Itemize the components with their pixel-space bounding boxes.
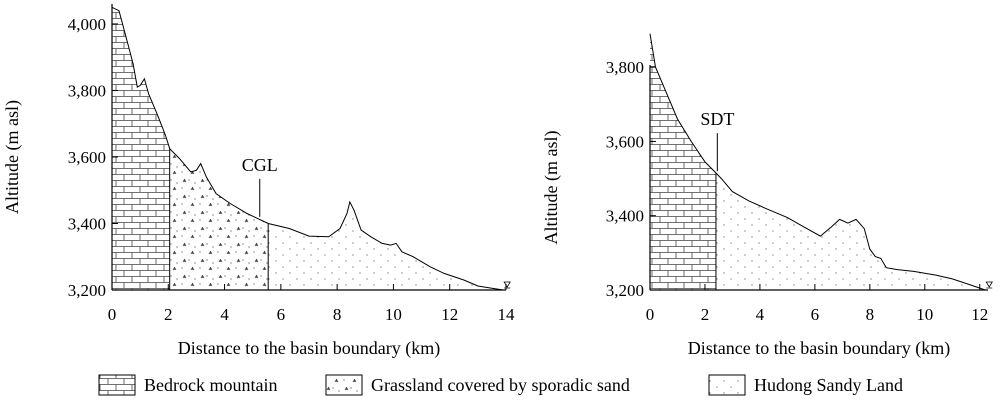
brick-pattern-swatch-icon — [98, 374, 136, 396]
end-marker-icon — [503, 281, 511, 289]
zone-area — [715, 173, 986, 290]
profile-line — [111, 6, 504, 291]
x-axis-title: Distance to the basin boundary (km) — [178, 338, 440, 359]
x-tick-label: 8 — [333, 305, 342, 324]
x-tick-label: 6 — [811, 305, 820, 324]
end-marker-icon — [985, 281, 993, 289]
x-tick-label: 2 — [164, 305, 173, 324]
zone-area — [268, 201, 504, 290]
x-tick-label: 14 — [498, 305, 516, 324]
chart-profile-cgl: 0 2 4 6 8 10 12 14 3,200 3,400 3,600 3,800 4,000 Di… — [2, 4, 515, 359]
y-tick-label: 3,600 — [606, 132, 644, 151]
x-tick-label: 12 — [971, 305, 988, 324]
y-tick-label: 3,400 — [68, 214, 106, 233]
legend-label: Bedrock mountain — [144, 375, 277, 395]
x-axis-title: Distance to the basin boundary (km) — [688, 338, 950, 359]
chart-profile-sdt: 0 2 4 6 8 10 12 3,200 3,400 3,600 3,800 Distance … — [541, 33, 993, 359]
x-tick-label: 10 — [916, 305, 933, 324]
y-tick-label: 3,200 — [68, 281, 106, 300]
x-tick-label: 10 — [385, 305, 402, 324]
x-tick-label: 6 — [277, 305, 286, 324]
x-tick-label: 2 — [701, 305, 710, 324]
legend-item-sandy-land: Hudong Sandy Land — [708, 374, 903, 396]
annotation-sdt: SDT — [700, 109, 734, 129]
y-tick-label: 3,200 — [606, 281, 644, 300]
annotation-cgl: CGL — [242, 155, 278, 175]
profile-line — [649, 33, 986, 291]
x-tick-label: 4 — [756, 305, 765, 324]
y-tick-label: 4,000 — [68, 15, 106, 34]
y-tick-label: 3,800 — [606, 58, 644, 77]
x-tick-label: 0 — [646, 305, 655, 324]
y-tick-label: 3,400 — [606, 207, 644, 226]
y-tick-label: 3,600 — [68, 148, 106, 167]
zone-area — [169, 148, 269, 290]
legend: Bedrock mountain Grassland covered by sp… — [98, 374, 903, 396]
x-tick-label: 12 — [441, 305, 458, 324]
legend-item-bedrock: Bedrock mountain — [98, 374, 277, 396]
dot-pattern-swatch-icon — [708, 374, 746, 396]
legend-item-grassland: Grassland covered by sporadic sand — [325, 374, 630, 396]
x-tick-label: 0 — [108, 305, 117, 324]
zone-area — [650, 33, 716, 290]
y-tick-label: 3,800 — [68, 81, 106, 100]
legend-label: Hudong Sandy Land — [754, 375, 903, 395]
zone-area — [112, 7, 170, 291]
x-tick-label: 8 — [866, 305, 875, 324]
y-axis-title: Altitude (m asl) — [2, 100, 23, 214]
grass-pattern-swatch-icon — [325, 374, 363, 396]
legend-label: Grassland covered by sporadic sand — [371, 375, 630, 395]
y-axis-title: Altitude (m asl) — [541, 131, 562, 245]
x-tick-label: 4 — [220, 305, 229, 324]
